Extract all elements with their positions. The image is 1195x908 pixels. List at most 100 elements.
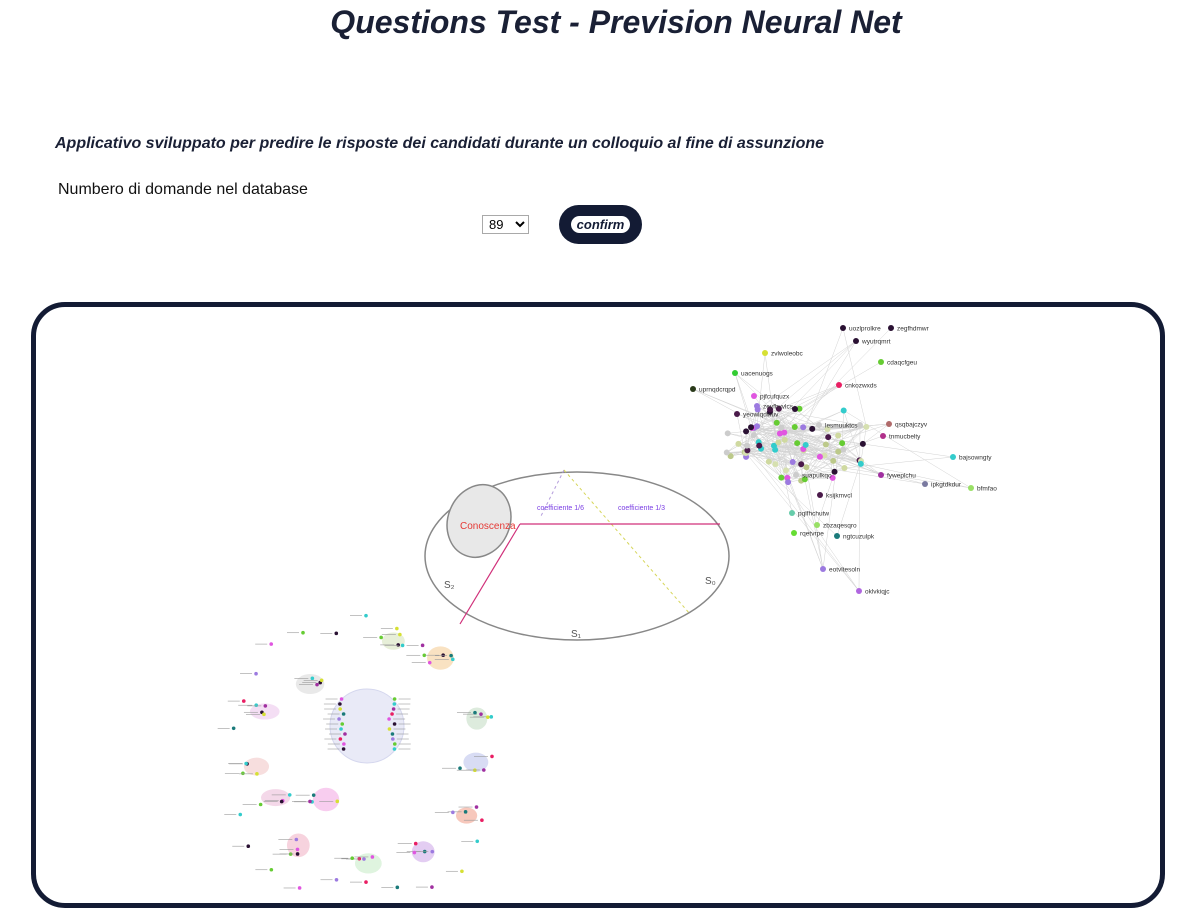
graph-labeled-node: yeowlqdwuv (734, 411, 779, 419)
cluster-node (342, 742, 346, 746)
graph-edge (778, 327, 892, 443)
cluster-node (335, 799, 340, 804)
graph-node (794, 440, 801, 447)
s0-label: S₀ (705, 576, 716, 587)
graph-edge (825, 423, 890, 445)
cluster-node (441, 653, 445, 658)
question-count-select[interactable]: 89 (482, 215, 529, 234)
graph-node-label: bajsowngty (959, 455, 992, 462)
graph-labeled-node: zegfhdmwr (888, 325, 930, 333)
graph-node (776, 430, 783, 437)
graph-node-label: qsqbajczyv (895, 422, 928, 429)
graph-edge (843, 410, 972, 489)
cluster-node (287, 793, 292, 797)
cluster-node (338, 737, 343, 741)
graph-edge (759, 384, 840, 446)
graph-edge (773, 445, 844, 451)
diagram-outer-ellipse (424, 471, 730, 641)
graph-node-dot (734, 411, 740, 417)
graph-edge (738, 443, 838, 537)
graph-edge (779, 433, 844, 451)
graph-labeled-node: rqetvrpe (791, 530, 824, 538)
graph-edge (805, 444, 834, 462)
cluster-node (392, 722, 397, 726)
graph-labeled-node: pjfcufquzx (751, 393, 790, 401)
cluster-node (463, 810, 468, 814)
cluster-node (490, 754, 494, 759)
graph-labeled-node: cnkozwxds (836, 382, 878, 390)
cluster-node (412, 850, 417, 855)
cluster-group-blob (427, 646, 454, 670)
graph-edge (774, 449, 787, 471)
graph-node (796, 405, 803, 412)
coefficient-right-label: coefficiente 1/3 (618, 505, 665, 512)
cluster-node (473, 710, 477, 715)
network-graph: uozlprolkre zegfhdmwr wyutrqmrt zvlwoleobc c… (690, 325, 997, 596)
cluster-node (390, 732, 395, 736)
graph-node (841, 464, 848, 471)
graph-node (809, 425, 816, 432)
graph-node (765, 458, 772, 465)
graph-labeled-node: zvlwoleobc (762, 350, 804, 358)
graph-node (773, 419, 780, 426)
cluster-node (295, 847, 300, 852)
cluster-graph (217, 613, 494, 890)
graph-edge (860, 463, 972, 489)
graph-edge (781, 477, 860, 592)
graph-edge (836, 460, 862, 537)
graph-labeled-node: ksijkmvcl (817, 492, 853, 500)
graph-node-dot (762, 350, 768, 356)
graph-edge (768, 427, 804, 462)
graph-node-dot (834, 533, 840, 539)
graph-node-label: ipkgtdkdur (931, 482, 962, 489)
graph-edge (804, 479, 824, 570)
graph-edge (802, 340, 857, 428)
graph-edge (843, 443, 863, 451)
graph-node-dot (814, 522, 820, 528)
cluster-group-blob (354, 853, 382, 874)
graph-node (822, 441, 829, 448)
graph-node-dot (791, 530, 797, 536)
graph-node (839, 440, 846, 447)
cluster-group-blob (249, 703, 280, 720)
graph-node-label: zvlwoleobc (771, 351, 804, 358)
graph-node-label: bfmfao (977, 486, 997, 493)
cluster-node (311, 793, 316, 797)
diagram-diagonal-line (459, 523, 521, 625)
graph-node-dot (836, 382, 842, 388)
graph-node-label: wyutrqmrt (861, 339, 891, 346)
cluster-node (398, 632, 402, 637)
graph-node-dot (968, 485, 974, 491)
graph-labeled-node: uprnqdcrqpd (690, 386, 736, 394)
confirm-button[interactable]: confirm (559, 205, 642, 244)
cluster-node (391, 737, 395, 741)
graph-edge (779, 433, 862, 462)
cluster-node (255, 772, 259, 776)
cluster-node (392, 747, 397, 751)
graph-edge (804, 455, 825, 480)
cluster-node (430, 885, 434, 889)
graph-node (831, 468, 838, 475)
cluster-node (308, 799, 312, 804)
graph-node-label: pqlfhchutw (798, 511, 829, 518)
graph-node-label: ngtcuzulpk (843, 534, 875, 541)
graph-node (767, 406, 774, 413)
graph-node (829, 474, 836, 481)
graph-edge (779, 423, 890, 434)
graph-labeled-node: zeyfhvvlcs (754, 403, 794, 411)
cluster-node (370, 855, 375, 859)
graph-node (775, 439, 782, 446)
graph-edge (768, 450, 804, 462)
graph-node-dot (690, 386, 696, 392)
graph-edge (778, 408, 800, 443)
graph-node (775, 405, 782, 412)
graph-node (744, 447, 751, 454)
graph-edge (726, 384, 840, 453)
visualization-panel: Conoscenza coefficiente 1/6 coefficiente… (31, 302, 1165, 908)
cluster-node (482, 768, 486, 772)
knowledge-diagram: Conoscenza coefficiente 1/6 coefficiente… (424, 469, 730, 641)
graph-labeled-node: bfmfao (968, 485, 997, 493)
graph-labeled-node: fyweplchu (878, 472, 916, 480)
cluster-node (390, 712, 394, 716)
graph-node-dot (856, 588, 862, 594)
